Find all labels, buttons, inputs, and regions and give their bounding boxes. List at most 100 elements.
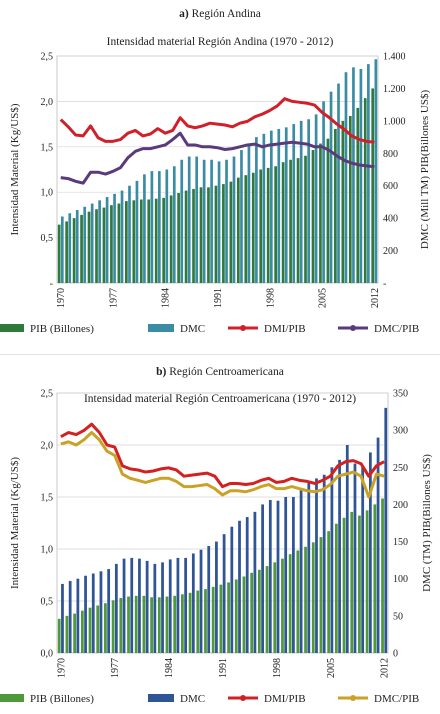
andina-bar-dmc [292, 124, 296, 283]
centro-bar-pib-billones [96, 605, 100, 653]
andina-bar-pib-billones [162, 197, 166, 284]
andina-bar-dmc [90, 203, 94, 283]
centro-xtick-label: 2012 [380, 658, 391, 678]
andina-y2tick-label: 1.200 [383, 84, 406, 95]
andina-bar-dmc [314, 114, 318, 284]
centro-bar-pib-billones [304, 546, 307, 653]
centro-bar-pib-billones [88, 607, 92, 653]
centro-bar-dmc [191, 553, 195, 653]
andina-bar-dmc [158, 171, 161, 283]
centro-bar-dmc [161, 562, 164, 653]
centro-bar-dmc [330, 467, 334, 653]
andina-ytick-label: 2,5 [41, 52, 54, 63]
centro-bar-dmc [76, 578, 80, 653]
andina-xtick-label: 2005 [318, 288, 329, 308]
andina-bar-pib-billones [214, 185, 218, 283]
centro-bar-pib-billones [358, 515, 361, 653]
centro-bar-dmc [338, 459, 341, 653]
centro-legend-label: DMI/PIB [264, 693, 306, 705]
centro-bar-pib-billones [265, 566, 269, 653]
centro-y2tick-label: 100 [393, 574, 408, 585]
centro-bar-pib-billones [257, 569, 261, 653]
centro-y2tick-label: 350 [393, 389, 408, 400]
andina-bar-dmc [195, 156, 199, 283]
andina-bar-pib-billones [102, 207, 106, 283]
andina-bar-pib-billones [199, 187, 203, 283]
andina-bar-dmc [284, 127, 288, 283]
centro-bar-dmc [68, 580, 72, 653]
centro-xtick-label: 1984 [164, 658, 175, 678]
centro-bar-dmc [299, 488, 303, 653]
centro-bar-dmc [138, 558, 141, 653]
andina-bar-pib-billones [132, 200, 136, 283]
andina-bar-pib-billones [281, 162, 285, 283]
andina-bar-pib-billones [125, 201, 128, 283]
centro-y2tick-label: 50 [393, 611, 403, 622]
centro-bar-dmc [245, 517, 249, 653]
centro-xtick-label: 1998 [272, 658, 283, 678]
centro-bar-pib-billones [227, 582, 230, 653]
andina-legend-label: DMI/PIB [264, 323, 306, 335]
centro-legend-swatch [148, 694, 174, 702]
andina-bar-dmc [180, 159, 184, 283]
centro-bar-pib-billones [181, 594, 184, 653]
andina-line-dmc-pib [60, 131, 375, 185]
andina-bar-dmc [255, 137, 258, 283]
centro-bar-pib-billones [342, 517, 346, 653]
centro-legend-label: DMC/PIB [374, 693, 419, 705]
andina-bar-pib-billones [363, 98, 367, 283]
centro-bar-dmc [168, 559, 172, 653]
andina-bar-pib-billones [304, 155, 307, 283]
andina-xtick-label: 2012 [370, 288, 381, 308]
andina-bar-dmc [120, 190, 124, 283]
centro-bar-pib-billones [319, 537, 323, 653]
centro-legend-marker [350, 695, 356, 701]
andina-bar-dmc [240, 150, 243, 283]
andina-bar-pib-billones [311, 150, 315, 283]
andina-title: Intensidad material Región Andina (1970 … [107, 36, 334, 48]
centro-bar-pib-billones [273, 562, 277, 653]
centro-bar-dmc [268, 499, 272, 653]
andina-ytick-label: 0,5 [41, 233, 54, 244]
andina-line-dmi-pib [59, 97, 375, 144]
centro-bar-dmc [253, 511, 257, 653]
centro-ytick-label: 2,5 [41, 389, 54, 400]
andina-bar-pib-billones [244, 175, 248, 283]
andina-ytick-label: - [50, 279, 53, 290]
andina-legend-label: DMC [180, 323, 205, 335]
centro-bar-pib-billones [57, 618, 61, 653]
andina-bar-pib-billones [57, 224, 61, 283]
centro-bar-dmc [184, 557, 188, 653]
centro-bar-dmc [345, 445, 349, 653]
centro-ytick-label: 0,0 [41, 649, 54, 660]
centro-bar-dmc [61, 583, 64, 653]
panel-a-heading-text: Región Andina [191, 8, 261, 20]
andina-y2label: DMC (Mill TM) PIB(Billones US$) [419, 90, 431, 250]
centro-xtick-label: 1977 [110, 658, 121, 678]
centro-bar-pib-billones [365, 510, 369, 653]
centro-bar-pib-billones [281, 558, 284, 653]
andina-xtick-label: 1998 [265, 288, 276, 308]
andina-y2tick-label: 800 [383, 149, 398, 160]
centro-bar-dmc [107, 569, 111, 653]
andina-bar-dmc [202, 159, 206, 283]
centro-bar-pib-billones [111, 600, 115, 653]
andina-bar-pib-billones [371, 88, 375, 284]
andina-y2tick-label: - [383, 279, 386, 290]
centro-legend-label: PIB (Billones) [30, 693, 94, 705]
andina-bar-pib-billones [110, 205, 113, 283]
andina-bar-pib-billones [177, 193, 180, 283]
centro-bar-dmc [361, 467, 365, 653]
centro-bar-pib-billones [165, 596, 169, 653]
centro-bar-dmc [199, 549, 203, 653]
centro-ytick-label: 1,5 [41, 493, 54, 504]
andina-bar-dmc [113, 193, 116, 283]
centro-bar-pib-billones [80, 610, 84, 653]
andina-legend-marker [240, 325, 246, 331]
centro-xtick-label: 1991 [218, 658, 229, 678]
centro-bar-pib-billones [296, 550, 300, 653]
andina-bar-dmc [143, 174, 146, 283]
andina-bar-pib-billones [184, 190, 188, 283]
centro-ytick-label: 1,0 [41, 545, 54, 556]
centro-bar-dmc [114, 563, 118, 653]
